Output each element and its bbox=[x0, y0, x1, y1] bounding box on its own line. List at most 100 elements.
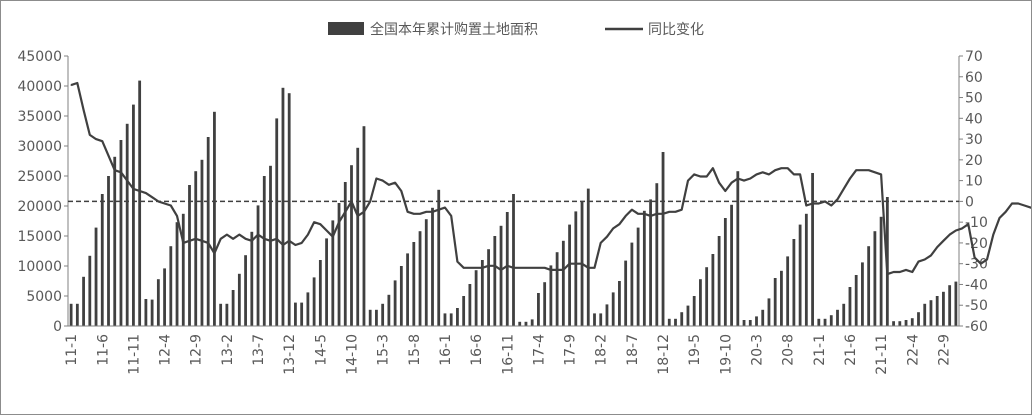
line-point bbox=[830, 204, 832, 207]
bar bbox=[630, 242, 634, 326]
line-point bbox=[463, 267, 465, 269]
bar bbox=[188, 185, 191, 326]
x-tick-label: 18-2 bbox=[594, 334, 610, 366]
bar bbox=[100, 194, 104, 326]
bar bbox=[730, 204, 733, 326]
bar bbox=[661, 152, 665, 326]
line-point bbox=[1011, 202, 1013, 205]
line-point bbox=[811, 202, 814, 205]
line-point bbox=[874, 171, 876, 173]
bar bbox=[524, 321, 528, 326]
y-axis-right: -60 -50 -40 -30 -20 -10 0 10 20 30 40 50 60 70 bbox=[958, 49, 988, 335]
bar bbox=[194, 171, 198, 326]
line-point bbox=[107, 155, 110, 157]
bar bbox=[312, 277, 316, 326]
bar bbox=[917, 312, 920, 326]
bar bbox=[431, 207, 434, 326]
line-point bbox=[556, 269, 558, 271]
line-point bbox=[637, 213, 639, 215]
line-point bbox=[1023, 204, 1026, 207]
line-point bbox=[438, 209, 440, 211]
bar bbox=[275, 118, 279, 327]
bar bbox=[780, 270, 783, 326]
bar bbox=[811, 173, 814, 326]
line-point bbox=[469, 267, 471, 269]
bar bbox=[605, 304, 609, 326]
x-tick-label: 18-7 bbox=[625, 334, 641, 366]
line-point bbox=[419, 213, 421, 215]
line-point bbox=[288, 240, 290, 242]
bar bbox=[325, 238, 328, 326]
bar bbox=[200, 159, 204, 326]
bar bbox=[343, 182, 347, 326]
line-point bbox=[220, 238, 222, 240]
line-point bbox=[188, 240, 191, 242]
line-point bbox=[350, 200, 353, 202]
bar bbox=[755, 316, 758, 326]
bar-series bbox=[69, 80, 958, 327]
legend-label-bar: 全国本年累计购置土地面积 bbox=[370, 21, 538, 38]
bar bbox=[761, 309, 765, 326]
line-point bbox=[82, 109, 85, 111]
bar bbox=[910, 318, 914, 326]
line-point bbox=[375, 177, 378, 180]
line-point bbox=[693, 173, 695, 175]
line-point bbox=[868, 169, 870, 171]
line-point bbox=[76, 82, 78, 84]
line-point bbox=[263, 238, 265, 240]
line-point bbox=[244, 238, 247, 240]
line-point bbox=[213, 252, 216, 254]
line-point bbox=[818, 202, 820, 205]
bar bbox=[181, 213, 185, 326]
line-point bbox=[531, 267, 533, 269]
bar bbox=[674, 318, 677, 326]
y-right-tick-label: -10 bbox=[965, 215, 988, 231]
bar bbox=[294, 302, 297, 326]
y-right-tick-label: -30 bbox=[965, 257, 988, 273]
line-point bbox=[525, 267, 527, 269]
bar bbox=[300, 302, 304, 326]
line-point bbox=[631, 209, 633, 211]
line-point bbox=[899, 271, 901, 273]
bar bbox=[929, 300, 933, 326]
bar bbox=[823, 318, 827, 326]
bar bbox=[474, 270, 478, 326]
line-point bbox=[357, 215, 359, 217]
bar bbox=[231, 290, 235, 326]
bar bbox=[636, 227, 640, 326]
line-point bbox=[793, 173, 795, 175]
legend-swatch-bar bbox=[328, 22, 364, 35]
x-tick-label: 18-12 bbox=[656, 334, 672, 375]
bar bbox=[75, 303, 79, 326]
bar bbox=[125, 123, 129, 326]
line-point bbox=[182, 242, 184, 244]
bar bbox=[692, 296, 696, 326]
legend-label-line: 同比变化 bbox=[648, 22, 704, 38]
line-point bbox=[587, 267, 589, 269]
bar bbox=[667, 318, 671, 326]
line-point bbox=[930, 254, 932, 256]
line-point bbox=[251, 240, 253, 242]
line-point bbox=[519, 267, 521, 269]
line-point bbox=[307, 234, 309, 236]
bar bbox=[144, 299, 148, 326]
bar bbox=[499, 225, 503, 326]
bar bbox=[723, 218, 727, 326]
bar bbox=[318, 260, 322, 326]
bar bbox=[537, 293, 540, 326]
bar bbox=[736, 171, 740, 326]
bar bbox=[406, 253, 409, 326]
bar bbox=[350, 165, 353, 326]
line-series bbox=[70, 81, 1032, 276]
y-left-tick-label: 5000 bbox=[26, 289, 62, 305]
bar bbox=[505, 212, 509, 326]
x-tick-label: 13-12 bbox=[282, 334, 298, 375]
line-point bbox=[949, 234, 951, 236]
line-point bbox=[861, 169, 864, 171]
y-left-tick-label: 10000 bbox=[17, 259, 62, 275]
x-tick-label: 22-9 bbox=[936, 334, 952, 366]
line-point bbox=[332, 236, 334, 238]
x-tick-label: 11-11 bbox=[126, 334, 142, 375]
line-point bbox=[506, 265, 508, 267]
line-point bbox=[325, 229, 328, 232]
